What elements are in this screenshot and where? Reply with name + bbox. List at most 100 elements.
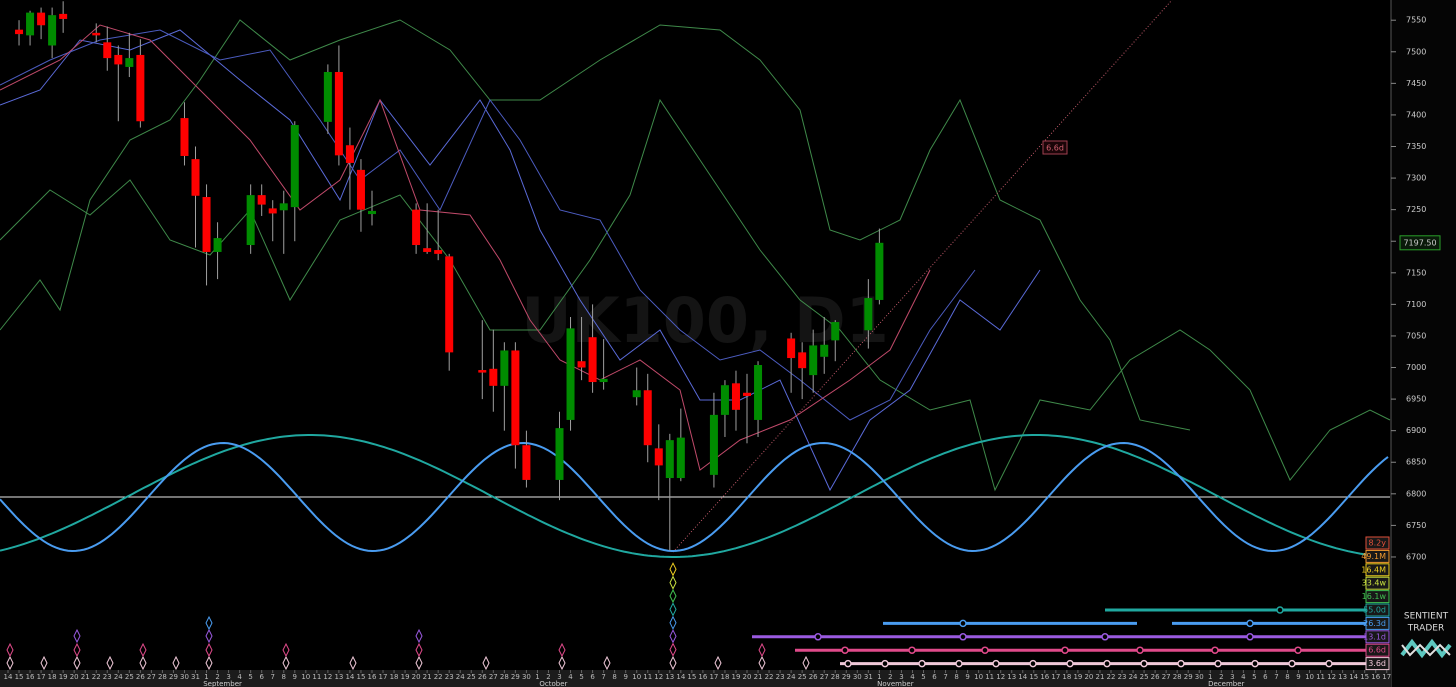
cycle-diamond: [669, 588, 677, 604]
time-axis: [0, 670, 1391, 687]
x-tick-label: 10: [301, 673, 310, 681]
candle-body: [632, 390, 641, 398]
x-tick-label: 22: [434, 673, 443, 681]
indicator-lines: [0, 0, 1391, 553]
logo-text: TRADER: [1407, 624, 1444, 634]
cycle-diamond: [205, 655, 213, 671]
candle-body: [26, 12, 35, 36]
x-tick-label: 13: [1007, 673, 1016, 681]
cycle-wave: [0, 434, 1389, 558]
x-tick-label: 1: [204, 673, 208, 681]
x-tick-label: 25: [125, 673, 134, 681]
x-tick-label: 9: [965, 673, 969, 681]
candle-body: [423, 248, 432, 252]
x-tick-label: 31: [864, 673, 873, 681]
phasing-node: [1136, 646, 1144, 654]
phasing-node: [1211, 646, 1219, 654]
candle-body: [720, 385, 729, 415]
candle-body: [599, 378, 608, 383]
cycle-diamond: [139, 655, 147, 671]
x-tick-label: 27: [1162, 673, 1171, 681]
phasing-node: [1325, 659, 1333, 668]
x-tick-label: 19: [732, 673, 741, 681]
cycle-box: [1365, 549, 1390, 563]
x-tick-label: 16: [1371, 673, 1380, 681]
candle-body: [665, 440, 674, 479]
phasing-node: [959, 633, 967, 641]
phasing-node: [1294, 646, 1302, 654]
x-tick-label: 12: [323, 673, 332, 681]
cycle-diamond: [714, 655, 722, 671]
x-tick-label: 14: [676, 673, 685, 681]
y-tick-label: 7550: [1406, 16, 1426, 25]
x-tick-label: 9: [293, 673, 297, 681]
envelope-mid-2: [0, 29, 976, 421]
cycle-label: 55.0d: [1363, 606, 1386, 615]
candle-body: [103, 42, 112, 59]
candle-body: [246, 195, 255, 246]
x-tick-label: 26: [1151, 673, 1160, 681]
cycle-diamond: [172, 655, 180, 671]
cycle-diamond: [415, 655, 423, 671]
candle-body: [257, 195, 266, 205]
y-tick-label: 6700: [1406, 552, 1426, 561]
x-tick-label: 24: [114, 673, 123, 681]
x-tick-label: 25: [467, 673, 476, 681]
cycle-diamond: [603, 655, 611, 671]
phasing-node: [1029, 659, 1037, 668]
x-tick-label: 8: [612, 673, 616, 681]
cycle-label: 16.4M: [1361, 565, 1386, 574]
x-tick-label: 30: [522, 673, 531, 681]
phasing-node: [1214, 659, 1222, 668]
x-tick-label: 18: [720, 673, 729, 681]
x-tick-label: 28: [500, 673, 509, 681]
x-tick-label: 1: [535, 673, 539, 681]
x-tick-label: 20: [743, 673, 752, 681]
candle-body: [213, 238, 222, 252]
x-tick-label: 19: [401, 673, 410, 681]
x-tick-label: 29: [511, 673, 520, 681]
x-tick-label: 2: [546, 673, 550, 681]
x-tick-label: 7: [601, 673, 605, 681]
candle-body: [434, 250, 443, 254]
x-tick-label: 4: [568, 673, 573, 681]
candle-body: [334, 71, 343, 156]
x-tick-label: 16: [26, 673, 35, 681]
x-tick-label: 2: [215, 673, 219, 681]
candle-body: [323, 71, 332, 122]
cycle-diamond: [6, 655, 14, 671]
cycle-box: [1365, 590, 1390, 604]
candle-body: [820, 344, 829, 357]
candle-body: [15, 29, 24, 35]
x-tick-label: 21: [1096, 673, 1105, 681]
candle-body: [136, 54, 145, 122]
cycle-diamond: [558, 642, 566, 658]
candle-body: [445, 256, 454, 353]
x-tick-label: 20: [1084, 673, 1093, 681]
x-tick-label: 11: [643, 673, 652, 681]
candle-body: [290, 125, 299, 208]
x-tick-label: 11: [985, 673, 994, 681]
candle-body: [577, 361, 586, 368]
cycle-label: 26.3d: [1363, 619, 1386, 628]
x-tick-label: 6: [259, 673, 264, 681]
x-tick-label: 18: [48, 673, 57, 681]
cycle-diamond: [139, 642, 147, 658]
phasing-node: [1246, 633, 1254, 641]
x-tick-label: 17: [37, 673, 46, 681]
x-tick-label: 23: [445, 673, 454, 681]
x-tick-label: 27: [489, 673, 498, 681]
x-tick-label: 1: [877, 673, 881, 681]
x-tick-label: 30: [853, 673, 862, 681]
x-tick-label: 26: [136, 673, 145, 681]
watermark: UK100, D1: [521, 284, 889, 357]
phasing-node: [1288, 659, 1296, 668]
x-tick-label: 29: [1184, 673, 1193, 681]
x-tick-label: 3: [557, 673, 561, 681]
x-tick-label: 13: [1338, 673, 1347, 681]
x-tick-label: 20: [70, 673, 79, 681]
cycle-label: 33.4w: [1362, 579, 1387, 588]
x-tick-label: 24: [787, 673, 796, 681]
envelope-lower: [0, 98, 1391, 492]
cycle-box: [1365, 563, 1390, 577]
